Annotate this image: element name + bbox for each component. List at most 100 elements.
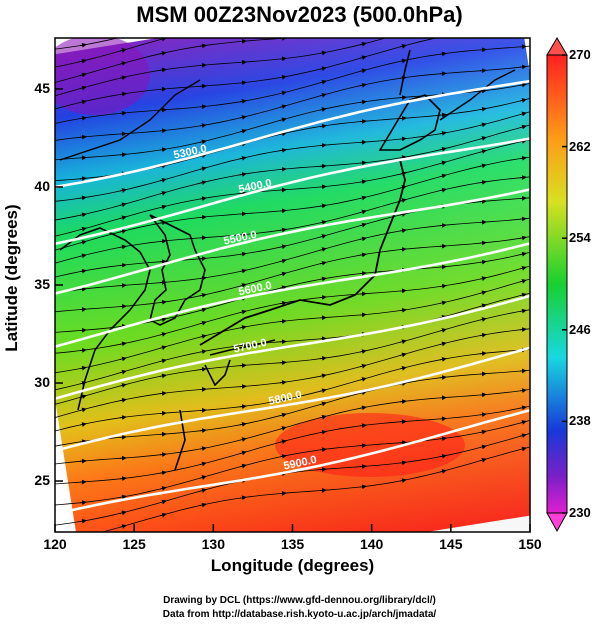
wind-arrow — [119, 262, 127, 268]
wind-arrow — [199, 214, 207, 220]
wind-arrow — [79, 72, 87, 78]
wind-arrow — [519, 265, 527, 271]
wind-arrow — [159, 128, 167, 134]
wind-arrow — [439, 160, 447, 166]
colorbar-tick-label: 246 — [569, 321, 591, 337]
wind-arrow — [439, 223, 447, 228]
wind-arrow — [359, 363, 367, 369]
x-tick-label: 130 — [201, 536, 225, 552]
wind-arrow — [79, 176, 87, 181]
wind-arrow — [279, 285, 287, 290]
wind-arrow — [399, 58, 407, 64]
wind-arrow — [159, 373, 167, 379]
wind-arrow — [359, 236, 367, 242]
wind-arrow — [79, 42, 87, 48]
wind-arrow — [439, 357, 447, 362]
wind-arrow — [319, 401, 327, 407]
streamline — [55, 139, 530, 237]
wind-arrow — [479, 47, 487, 53]
wind-arrow — [360, 10, 366, 11]
wind-arrow — [79, 253, 87, 259]
wind-arrow — [440, 8, 446, 10]
wind-arrow — [359, 55, 367, 60]
wind-arrow — [319, 295, 327, 300]
wind-arrow — [519, 251, 527, 257]
credit-drawing: Drawing by DCL (https://www.gfd-dennou.o… — [163, 595, 436, 606]
wind-arrow — [319, 143, 327, 148]
wind-arrow — [519, 368, 527, 374]
wind-arrow — [319, 276, 327, 282]
wind-arrow — [479, 351, 487, 356]
wind-arrow — [79, 134, 87, 140]
wind-arrow — [479, 412, 487, 418]
contour-line — [55, 137, 530, 246]
wind-arrow — [519, 155, 527, 161]
wind-arrow — [399, 307, 407, 313]
wind-arrow — [199, 62, 207, 68]
wind-arrow — [239, 80, 247, 86]
wind-arrow — [159, 452, 167, 457]
streamline — [55, 236, 530, 313]
streamline — [55, 349, 530, 432]
streamline — [55, 38, 293, 83]
wind-arrow — [439, 328, 447, 333]
wind-arrow — [359, 99, 367, 105]
wind-arrow — [439, 187, 447, 193]
wind-arrow — [479, 122, 487, 128]
wind-arrow — [79, 212, 87, 218]
wind-arrow — [159, 190, 167, 196]
wind-arrow — [319, 203, 327, 209]
wind-arrow — [359, 349, 367, 354]
wind-arrow — [319, 123, 327, 129]
wind-arrow — [519, 308, 527, 314]
contour-line — [55, 242, 530, 348]
wind-arrow — [439, 264, 447, 270]
wind-arrow — [200, 28, 206, 29]
wind-arrow — [80, 536, 86, 537]
wind-arrow — [279, 380, 287, 385]
wind-arrow — [199, 123, 207, 128]
streamline — [55, 217, 530, 294]
wind-arrow — [399, 352, 407, 358]
wind-arrow — [79, 365, 87, 371]
wind-arrow — [239, 450, 247, 456]
wind-arrow — [360, 28, 366, 29]
wind-arrow — [239, 232, 247, 238]
streamline — [55, 156, 530, 251]
wind-arrow — [79, 240, 87, 245]
wind-arrow — [199, 488, 207, 493]
wind-arrow — [119, 75, 127, 81]
wind-arrow — [319, 447, 327, 453]
contour-line — [55, 294, 530, 401]
wind-arrow — [359, 390, 367, 396]
wind-arrow — [279, 318, 287, 324]
wind-arrow — [359, 68, 367, 74]
wind-arrow — [359, 484, 367, 490]
wind-arrow — [359, 209, 367, 215]
wind-arrow — [119, 188, 127, 193]
wind-arrow — [279, 74, 287, 80]
wind-arrow — [199, 256, 207, 262]
wind-arrow — [119, 244, 127, 250]
wind-arrow — [159, 67, 167, 73]
wind-arrow — [439, 131, 447, 136]
wind-arrow — [239, 495, 247, 501]
wind-arrow — [79, 99, 87, 105]
streamline — [55, 38, 438, 110]
y-tick-label: 35 — [34, 276, 50, 292]
wind-arrow — [199, 387, 207, 392]
wind-arrow — [399, 399, 407, 404]
wind-arrow — [239, 363, 247, 368]
streamline — [55, 388, 530, 465]
wind-arrow — [399, 212, 407, 217]
wind-arrow — [79, 407, 87, 413]
wind-arrow — [119, 304, 127, 309]
wind-arrow — [119, 283, 127, 288]
wind-arrow — [79, 458, 87, 464]
wind-arrow — [519, 327, 527, 332]
wind-arrow — [399, 136, 407, 142]
wind-arrow — [159, 299, 167, 305]
wind-arrow — [479, 290, 487, 296]
wind-arrow — [479, 276, 487, 281]
wind-arrow — [439, 71, 447, 77]
